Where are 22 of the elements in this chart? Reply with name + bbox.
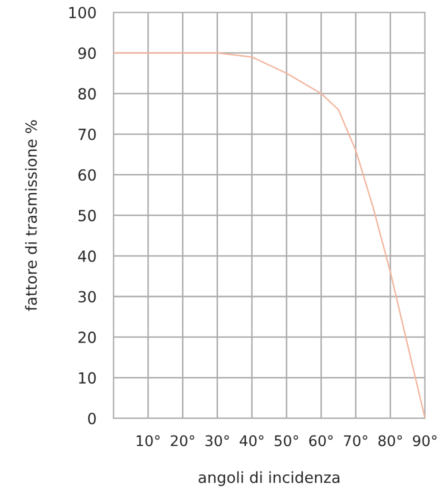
x-tick-label: 70° bbox=[344, 435, 368, 446]
y-tick-label: 30 bbox=[78, 290, 96, 303]
y-axis-title: fattore di trasmissione % bbox=[25, 120, 37, 311]
x-tick-label: 90° bbox=[412, 435, 437, 446]
x-tick-label: 80° bbox=[378, 435, 402, 446]
y-tick-label: 80 bbox=[78, 88, 96, 100]
x-tick-label: 60° bbox=[309, 435, 333, 446]
y-tick-label: 90 bbox=[78, 47, 96, 59]
y-tick-label: 20 bbox=[78, 332, 96, 344]
y-tick-label: 10 bbox=[79, 372, 96, 384]
x-tick-label: 10° bbox=[136, 435, 160, 446]
y-tick-label: 0 bbox=[88, 412, 96, 424]
y-tick-label: 50 bbox=[78, 210, 96, 222]
x-tick-label: 30° bbox=[205, 435, 229, 446]
y-tick-label: 70 bbox=[78, 128, 96, 140]
y-tick-label: 100 bbox=[69, 6, 96, 18]
x-tick-label: 50° bbox=[274, 435, 298, 446]
y-tick-label: 60 bbox=[78, 169, 96, 181]
x-axis-title: angoli di incidenza bbox=[198, 471, 340, 486]
y-tick-label: 40 bbox=[78, 250, 96, 262]
x-tick-label: 20° bbox=[170, 435, 194, 446]
x-tick-label: 40° bbox=[240, 435, 264, 446]
